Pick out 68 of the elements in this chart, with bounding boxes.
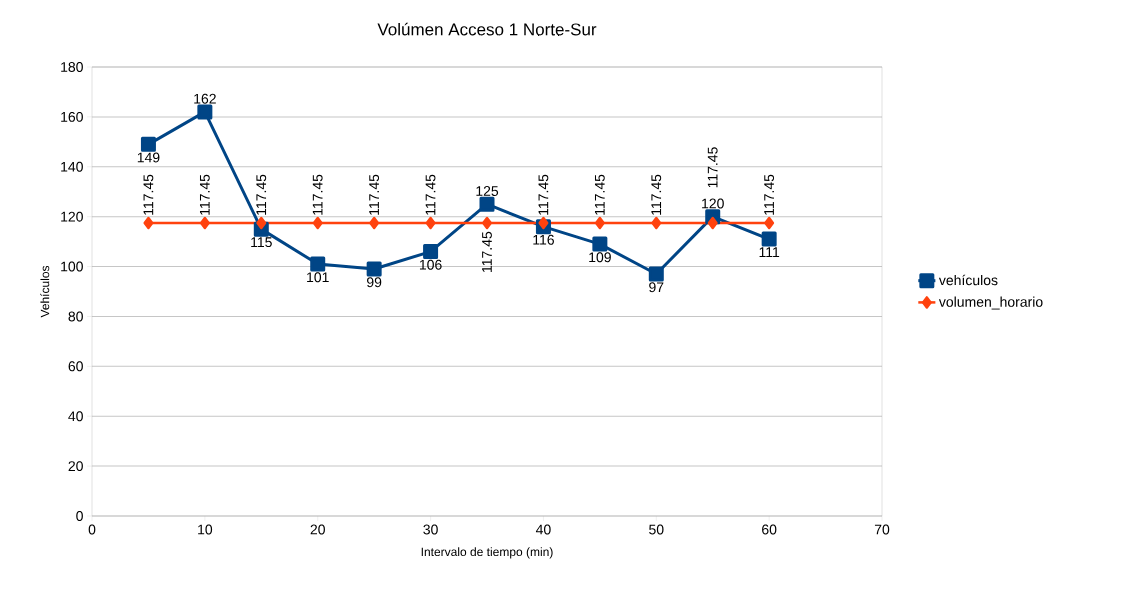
y-tick-label: 0 (76, 511, 83, 521)
data-label: 117.45 (651, 174, 662, 215)
data-label: 99 (367, 277, 382, 288)
point (482, 216, 493, 230)
y-tick-label: 100 (61, 261, 83, 272)
y-tick-label: 140 (61, 161, 83, 172)
y-tick-label: 120 (61, 211, 83, 222)
data-label: 117.45 (482, 231, 492, 272)
data-label: 117.45 (764, 174, 775, 215)
data-label: 101 (307, 272, 329, 283)
data-label: 117.45 (143, 174, 154, 215)
y-tick-label: 20 (68, 461, 83, 472)
data-label: 149 (137, 152, 160, 163)
point (369, 216, 380, 230)
y-tick-label: 80 (68, 311, 83, 322)
data-label: 111 (759, 247, 780, 257)
point (310, 256, 326, 272)
x-tick-label: 40 (535, 524, 551, 535)
data-label: 125 (476, 186, 499, 196)
x-axis-title: Intervalo de tiempo (min) (421, 547, 553, 559)
legend-label: vehículos (938, 274, 998, 286)
data-label: 117.45 (594, 174, 605, 215)
point (648, 266, 664, 282)
data-label: 106 (419, 259, 442, 270)
x-tick-label: 30 (423, 524, 438, 535)
x-tick-label: 70 (874, 524, 890, 535)
point (479, 196, 495, 212)
data-label: 109 (589, 252, 611, 263)
point (707, 216, 718, 230)
data-label: 117.45 (707, 147, 718, 188)
data-label: 116 (533, 234, 554, 245)
data-label: 117.45 (312, 174, 323, 215)
y-tick-label: 60 (68, 361, 83, 372)
data-label: 97 (649, 282, 664, 293)
x-tick-label: 20 (310, 524, 325, 535)
point (594, 216, 605, 230)
y-tick-label: 40 (68, 411, 83, 422)
y-tick-label: 180 (61, 62, 83, 72)
point (312, 216, 323, 230)
point (199, 216, 210, 230)
x-tick-label: 10 (198, 524, 213, 535)
point (764, 216, 775, 230)
point (366, 261, 382, 277)
point (197, 104, 213, 120)
y-tick-label: 160 (61, 111, 83, 122)
data-label: 117.45 (199, 174, 210, 215)
x-tick-label: 50 (649, 524, 664, 535)
point (256, 216, 267, 230)
data-label: 162 (194, 93, 216, 104)
x-tick-label: 0 (88, 524, 96, 535)
y-axis-title: Vehículos (40, 265, 50, 318)
data-label: 117.45 (538, 174, 549, 215)
point (140, 136, 156, 152)
chart-title: Volúmen Acceso 1 Norte-Sur (377, 22, 597, 36)
legend-label: volumen_horario (938, 296, 1043, 310)
point (425, 216, 436, 230)
data-label: 117.45 (425, 174, 436, 215)
point (651, 216, 662, 230)
point (538, 216, 549, 230)
point (143, 216, 154, 230)
point (423, 244, 439, 260)
data-label: 117.45 (369, 174, 380, 215)
data-label: 115 (251, 237, 272, 248)
data-label: 117.45 (256, 174, 267, 215)
point (592, 236, 608, 252)
point (761, 231, 777, 247)
x-tick-label: 60 (762, 524, 777, 535)
data-label: 120 (702, 198, 724, 209)
